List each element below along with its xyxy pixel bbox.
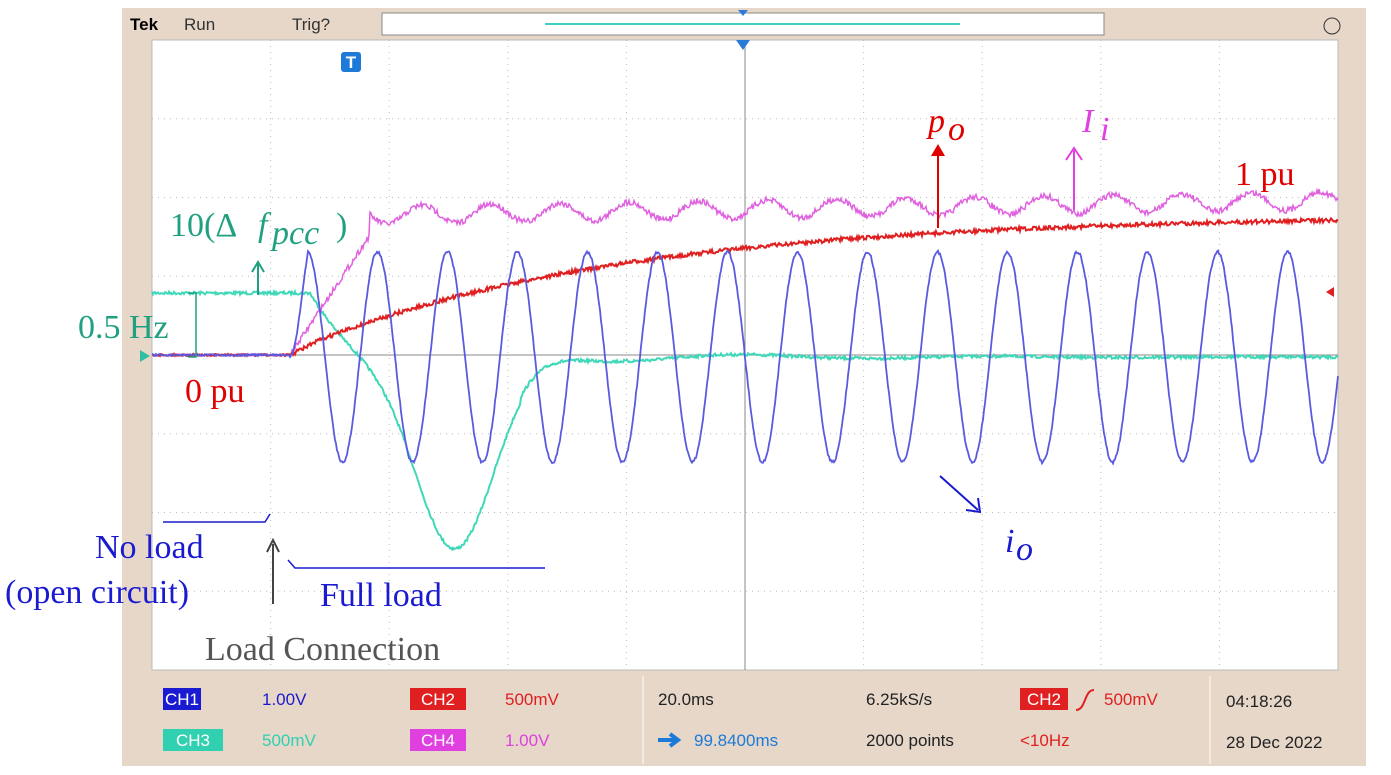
po-sub: o — [948, 111, 965, 148]
ch3-name: CH3 — [176, 731, 210, 750]
freq-suffix: ) — [336, 207, 347, 244]
clock-date: 28 Dec 2022 — [1226, 733, 1322, 752]
position: 99.8400ms — [694, 731, 778, 750]
zero-pu: 0 pu — [185, 373, 245, 410]
trigger-pos-top — [738, 10, 748, 16]
ch4-trace — [151, 187, 1339, 358]
ch4-scale: 1.00V — [505, 731, 550, 750]
open-circuit: (open circuit) — [5, 574, 189, 611]
full-load-bracket — [287, 559, 545, 569]
trigger-level: 500mV — [1104, 690, 1159, 709]
ch4-name: CH4 — [421, 731, 455, 750]
freq-label: 10(Δ f pcc ) — [170, 207, 347, 252]
ch2-marker — [1326, 287, 1334, 297]
ch2-scale: 500mV — [505, 690, 560, 709]
ch3-badge[interactable] — [163, 729, 223, 751]
io-arrow — [939, 475, 979, 511]
io-arrowhead — [965, 497, 982, 514]
ch1-scale: 1.00V — [262, 690, 307, 709]
timebase: 20.0ms — [658, 690, 714, 709]
waveforms — [151, 187, 1339, 552]
freq-arrowhead — [251, 260, 265, 273]
ch1-trace — [152, 248, 1339, 466]
trigger-marker-box — [341, 52, 361, 72]
freq-sub: pcc — [270, 215, 319, 252]
io-sub: o — [1016, 531, 1033, 568]
trigger-pos — [736, 40, 750, 50]
load-arrowhead — [266, 537, 280, 553]
trigger-status: Trig? — [292, 15, 330, 34]
trigger-freq: <10Hz — [1020, 731, 1070, 750]
ch2-name: CH2 — [421, 690, 455, 709]
sample-rate: 6.25kS/s — [866, 690, 932, 709]
io-label: i o — [1005, 523, 1033, 568]
ch1-name: CH1 — [165, 690, 199, 709]
clock-time: 04:18:26 — [1226, 692, 1292, 711]
ii-sub: i — [1100, 111, 1109, 148]
no-load: No load — [95, 529, 204, 566]
brand: Tek — [130, 15, 159, 34]
ch3-scale: 500mV — [262, 731, 317, 750]
po-label: p o — [926, 103, 965, 148]
ch4-badge[interactable] — [410, 729, 466, 751]
load-connection: Load Connection — [205, 631, 440, 668]
freq-prefix: 10(Δ — [170, 207, 237, 244]
trigger-slope — [1075, 689, 1095, 711]
half-hz: 0.5 Hz — [78, 309, 169, 346]
po-arrowhead — [931, 144, 945, 156]
position-arrow — [658, 732, 682, 748]
ch-ground-marker — [140, 350, 150, 362]
one-pu: 1 pu — [1235, 156, 1295, 193]
trigger-source: CH2 — [1027, 690, 1061, 709]
footer: CH1 1.00V CH2 500mV CH3 500mV CH4 1.00V … — [163, 676, 1322, 764]
trig-src-badge[interactable] — [1020, 688, 1068, 710]
run-status: Run — [184, 15, 215, 34]
po-main: p — [926, 103, 945, 140]
record-length: 2000 points — [866, 731, 954, 750]
ii-arrowhead — [1065, 146, 1083, 161]
full-load: Full load — [320, 577, 442, 614]
ch2-badge[interactable] — [410, 688, 466, 710]
ii-main: I — [1081, 103, 1095, 140]
trigger-marker: T — [346, 53, 357, 72]
ii-label: I i — [1081, 103, 1109, 148]
io-main: i — [1005, 523, 1014, 560]
no-load-bracket — [163, 513, 271, 523]
help-icon[interactable] — [1323, 17, 1341, 35]
ch2-trace — [151, 215, 1339, 358]
half-hz-bracket — [188, 292, 197, 358]
ch1-badge[interactable] — [163, 688, 201, 710]
